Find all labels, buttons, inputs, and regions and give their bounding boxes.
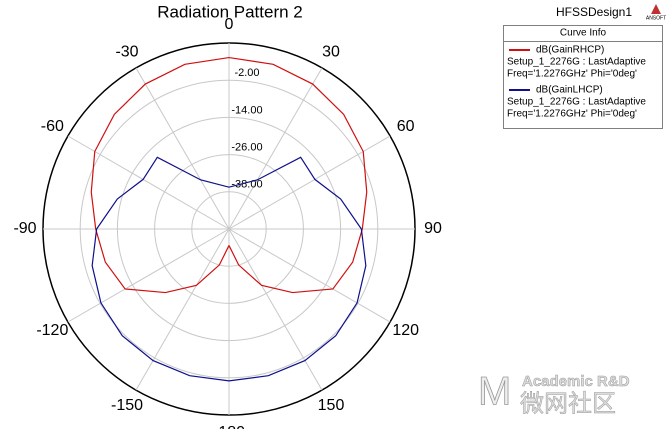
spoke xyxy=(67,228,230,323)
design-name: HFSSDesign1 xyxy=(556,5,632,19)
watermark-logo: M xyxy=(478,370,511,414)
grid-circle xyxy=(79,79,379,379)
watermark: Academic R&D xyxy=(522,373,630,390)
grid-circle xyxy=(116,116,342,342)
angle-tick-label: -150 xyxy=(111,397,143,414)
legend-label: dB(GainRHCP) xyxy=(536,45,604,56)
grid-circle xyxy=(191,191,267,267)
radial-tick-label: -2.00 xyxy=(234,67,259,79)
radial-tick-label: -14.00 xyxy=(231,104,262,116)
grid-circle xyxy=(154,154,304,304)
angle-tick-label: 60 xyxy=(397,118,415,135)
radial-tick-label: -38.00 xyxy=(231,179,262,191)
angle-tick-label: 30 xyxy=(322,44,340,61)
angle-tick-label: 0 xyxy=(225,16,234,33)
angle-tick-label: 150 xyxy=(318,397,345,414)
angle-tick-label: -30 xyxy=(115,44,138,61)
spoke xyxy=(228,228,323,391)
legend-setup: Setup_1_2276G : LastAdaptive xyxy=(507,57,646,68)
legend-setup: Setup_1_2276G : LastAdaptive xyxy=(507,97,646,108)
series-curve xyxy=(90,56,368,294)
legend-title: Curve Info xyxy=(560,28,607,39)
angle-tick-label: -60 xyxy=(41,118,64,135)
spoke xyxy=(228,67,323,230)
chart-title: Radiation Pattern 2 xyxy=(157,2,303,21)
legend-box xyxy=(503,25,663,129)
angle-tick-label: -90 xyxy=(13,220,36,237)
spoke xyxy=(135,67,230,230)
spoke xyxy=(228,228,391,323)
angle-tick-label: 120 xyxy=(392,322,419,339)
legend-freq: Freq='1.2276GHz' Phi='0deg' xyxy=(507,109,637,120)
legend-freq: Freq='1.2276GHz' Phi='0deg' xyxy=(507,69,637,80)
spoke xyxy=(135,228,230,391)
legend-label: dB(GainLHCP) xyxy=(536,85,603,96)
logo-icon xyxy=(651,4,661,14)
angle-tick-label: -180 xyxy=(213,424,245,429)
watermark-cn: 微网社区 xyxy=(520,390,616,417)
angle-tick-label: -120 xyxy=(36,322,68,339)
angle-tick-label: 90 xyxy=(424,220,442,237)
series-curve xyxy=(91,156,367,382)
logo: ANSOFT xyxy=(646,15,666,21)
radial-tick-label: -26.00 xyxy=(231,142,262,154)
